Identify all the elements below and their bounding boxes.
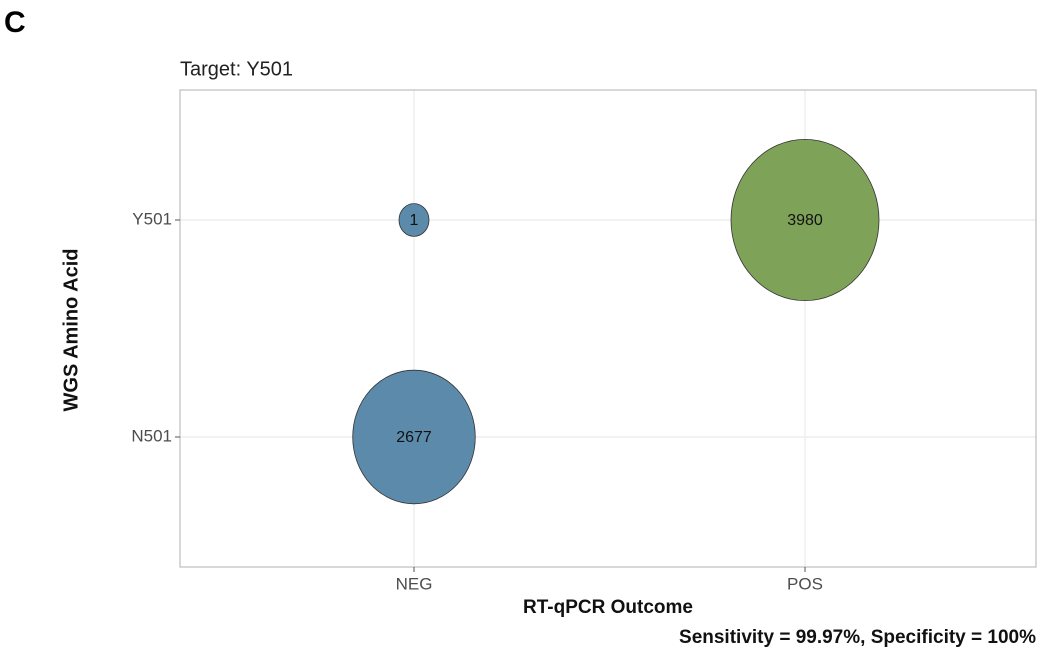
bubble [398, 203, 430, 237]
bubble-label: 1 [410, 212, 419, 229]
y-tick-label: N501 [131, 426, 172, 445]
bubble-label: 2677 [396, 429, 432, 446]
bubble [730, 138, 880, 302]
plot-area: NEG POS N501 Y501 1 3980 2677 [131, 89, 1037, 593]
x-tick-label: POS [787, 574, 823, 593]
y-tick-label: Y501 [132, 209, 172, 228]
plot-border [179, 89, 1037, 568]
caption: Sensitivity = 99.97%, Specificity = 100% [679, 627, 1036, 648]
y-axis-label: WGS Amino Acid [60, 249, 82, 412]
bubble-label: 3980 [787, 212, 823, 229]
bubble [352, 369, 476, 505]
panel-label: C [4, 6, 26, 39]
chart-title: Target: Y501 [180, 58, 293, 80]
x-tick-label: NEG [396, 574, 433, 593]
x-axis-label: RT-qPCR Outcome [523, 597, 693, 618]
